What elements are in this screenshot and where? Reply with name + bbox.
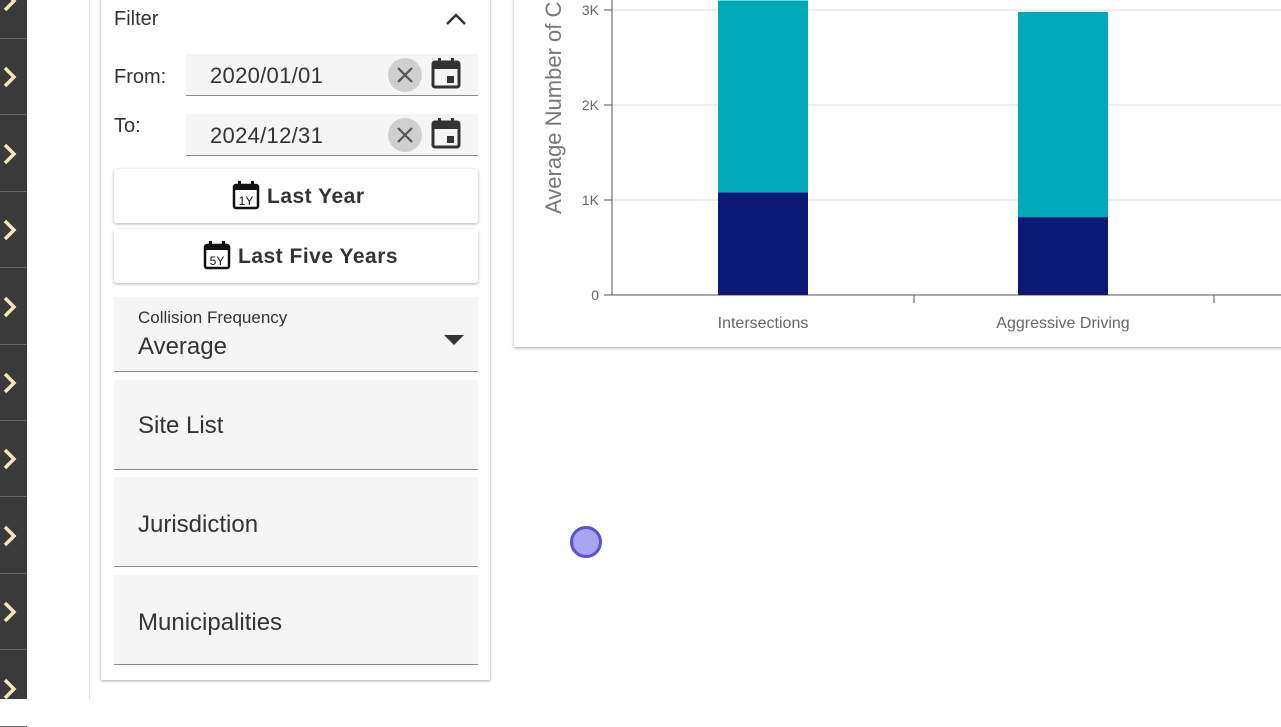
to-date-input[interactable]: 2024/12/31 bbox=[210, 123, 324, 148]
rail-expand-button[interactable] bbox=[0, 574, 27, 650]
divider bbox=[89, 0, 90, 699]
filter-panel: Filter From: 2020/01/01 To: 2024/12/31 bbox=[101, 0, 490, 680]
chevron-right-icon bbox=[3, 678, 17, 700]
svg-text:1Y: 1Y bbox=[239, 194, 254, 208]
close-icon bbox=[397, 67, 413, 83]
bar-segment bbox=[1018, 11, 1108, 218]
from-label: From: bbox=[114, 66, 167, 88]
chevron-right-icon bbox=[3, 296, 17, 318]
to-date-field[interactable]: 2024/12/31 bbox=[186, 114, 478, 156]
chart-card: 0 1K 2K 3K Average Number of C Intersections A… bbox=[514, 0, 1281, 347]
calendar-icon bbox=[431, 58, 461, 89]
chevron-right-icon bbox=[3, 219, 17, 241]
calendar-to-button[interactable] bbox=[431, 117, 461, 154]
dropdown-arrow-icon bbox=[444, 332, 464, 350]
chevron-right-icon bbox=[3, 143, 17, 165]
y-tick-label: 3K bbox=[582, 2, 600, 18]
last-year-button[interactable]: 1Y Last Year bbox=[114, 169, 478, 223]
jurisdiction-accordion[interactable]: Jurisdiction bbox=[114, 477, 478, 567]
calendar-1y-icon: 1Y bbox=[232, 180, 260, 215]
rail-expand-button[interactable] bbox=[0, 0, 27, 39]
rail-expand-button[interactable] bbox=[0, 498, 27, 574]
collision-frequency-value: Average bbox=[138, 333, 227, 360]
bar-segment bbox=[718, 192, 808, 295]
calendar-5y-icon: 5Y bbox=[203, 240, 231, 275]
y-tick-label: 0 bbox=[591, 287, 599, 303]
bar-segment bbox=[718, 0, 808, 193]
chevron-right-icon bbox=[3, 372, 17, 394]
from-date-input[interactable]: 2020/01/01 bbox=[210, 63, 324, 88]
chevron-right-icon bbox=[3, 66, 17, 88]
left-nav-rail bbox=[0, 0, 27, 727]
clear-to-button[interactable] bbox=[388, 118, 422, 152]
rail-expand-button[interactable] bbox=[0, 651, 27, 727]
calendar-from-button[interactable] bbox=[431, 57, 461, 94]
from-date-field[interactable]: 2020/01/01 bbox=[186, 54, 478, 96]
site-list-accordion[interactable]: Site List bbox=[114, 380, 478, 470]
chevron-up-icon[interactable] bbox=[445, 12, 467, 31]
collision-frequency-select[interactable]: Collision Frequency Average bbox=[114, 297, 478, 372]
clear-from-button[interactable] bbox=[388, 58, 422, 92]
bar-segment bbox=[1018, 217, 1108, 295]
chevron-right-icon bbox=[3, 601, 17, 623]
filter-title: Filter bbox=[114, 8, 159, 30]
rail-expand-button[interactable] bbox=[0, 39, 27, 115]
x-tick-label: Intersections bbox=[718, 315, 809, 332]
chevron-right-icon bbox=[3, 0, 17, 12]
cursor-indicator bbox=[570, 526, 602, 558]
y-axis-label: Average Number of C bbox=[541, 2, 566, 214]
rail-expand-button[interactable] bbox=[0, 116, 27, 192]
y-tick-label: 1K bbox=[582, 192, 600, 208]
municipalities-label: Municipalities bbox=[138, 609, 283, 636]
jurisdiction-label: Jurisdiction bbox=[138, 511, 259, 538]
rail-expand-button[interactable] bbox=[0, 421, 27, 497]
collision-frequency-caption: Collision Frequency bbox=[138, 308, 288, 327]
site-list-label: Site List bbox=[138, 412, 224, 439]
chevron-right-icon bbox=[3, 448, 17, 470]
calendar-icon bbox=[431, 118, 461, 149]
last-five-years-button[interactable]: 5Y Last Five Years bbox=[114, 229, 478, 283]
last-year-label: Last Year bbox=[267, 185, 365, 208]
to-label: To: bbox=[114, 115, 141, 137]
rail-expand-button[interactable] bbox=[0, 192, 27, 268]
municipalities-accordion[interactable]: Municipalities bbox=[114, 575, 478, 665]
close-icon bbox=[397, 127, 413, 143]
last-five-years-label: Last Five Years bbox=[238, 245, 399, 268]
chevron-right-icon bbox=[3, 525, 17, 547]
svg-text:5Y: 5Y bbox=[210, 254, 225, 268]
y-tick-label: 2K bbox=[582, 97, 600, 113]
rail-expand-button[interactable] bbox=[0, 345, 27, 421]
x-tick-label: Aggressive Driving bbox=[996, 315, 1129, 332]
rail-expand-button[interactable] bbox=[0, 269, 27, 345]
stacked-bar-chart: 0 1K 2K 3K Average Number of C Intersections A… bbox=[541, 0, 1281, 332]
